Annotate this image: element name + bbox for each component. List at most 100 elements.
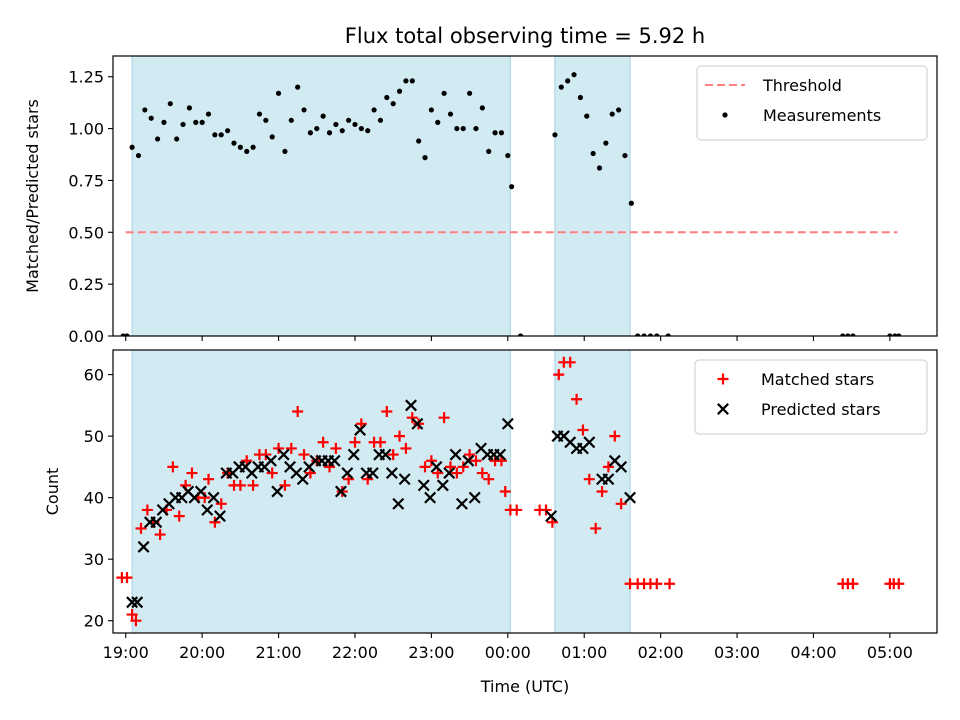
- observing-window-2: [554, 56, 631, 336]
- data-point: [154, 529, 166, 541]
- data-point: [135, 152, 142, 159]
- x-tick-label: 03:00: [714, 643, 760, 662]
- data-point: [298, 449, 310, 461]
- data-point: [126, 609, 138, 621]
- data-point: [384, 94, 390, 101]
- data-point: [494, 448, 507, 461]
- data-point: [609, 111, 615, 117]
- data-point: [129, 144, 135, 150]
- data-point: [269, 134, 275, 140]
- data-point: [540, 504, 552, 516]
- data-point: [651, 578, 663, 590]
- data-point: [509, 184, 515, 190]
- data-point: [577, 94, 584, 101]
- data-point: [301, 107, 307, 113]
- data-point: [264, 454, 277, 467]
- data-point: [295, 84, 301, 90]
- data-point: [850, 333, 856, 336]
- data-point: [180, 121, 186, 128]
- axes-frame: [112, 55, 938, 337]
- plot-area: [116, 350, 905, 633]
- x-tick-label: 21:00: [256, 643, 302, 662]
- data-point: [173, 510, 185, 522]
- x-tick-label: 04:00: [790, 643, 836, 662]
- data-point: [501, 417, 514, 430]
- data-point: [896, 333, 902, 336]
- data-point: [167, 461, 179, 473]
- y-tick-label: 1.00: [68, 120, 104, 139]
- data-point: [366, 467, 379, 480]
- chart-title: Flux total observing time = 5.92 h: [345, 24, 705, 48]
- data-point: [231, 140, 237, 146]
- data-point: [225, 128, 231, 134]
- data-point: [263, 117, 269, 123]
- data-point: [616, 107, 622, 113]
- data-point: [215, 498, 227, 510]
- data-point: [892, 333, 898, 336]
- data-point: [424, 491, 437, 504]
- data-point: [203, 473, 215, 485]
- data-point: [635, 333, 641, 336]
- x-tick-label: 19:00: [103, 643, 149, 662]
- data-point: [470, 455, 482, 467]
- data-point: [845, 333, 851, 336]
- data-point: [457, 461, 469, 473]
- plot-area: [120, 56, 902, 336]
- data-point: [326, 130, 333, 136]
- data-point: [624, 491, 637, 504]
- series-2: [126, 399, 637, 609]
- data-point: [438, 412, 450, 424]
- data-point: [148, 115, 154, 121]
- data-point: [124, 333, 130, 336]
- legend-marker: [717, 373, 729, 385]
- data-point: [483, 473, 495, 485]
- data-point: [352, 121, 358, 128]
- data-point: [583, 473, 595, 485]
- data-point: [411, 417, 424, 430]
- y-tick-label: 0.25: [68, 275, 104, 294]
- data-point: [615, 460, 628, 473]
- data-point: [120, 333, 126, 336]
- data-point: [154, 136, 161, 142]
- data-point: [602, 461, 614, 473]
- data-point: [371, 107, 377, 113]
- data-point: [131, 596, 144, 609]
- data-point: [400, 442, 412, 454]
- data-point: [237, 144, 243, 150]
- y-tick-label: 40: [84, 489, 104, 508]
- data-point: [571, 393, 583, 405]
- data-point: [454, 125, 460, 132]
- x-tick-label: 05:00: [867, 643, 913, 662]
- y-tick-label: 60: [84, 366, 104, 385]
- data-point: [365, 128, 371, 134]
- data-point: [273, 442, 285, 454]
- data-point: [374, 436, 386, 448]
- data-point: [449, 448, 462, 461]
- data-point: [499, 486, 511, 497]
- data-point: [447, 111, 454, 117]
- data-point: [377, 117, 384, 123]
- data-point: [341, 467, 354, 480]
- legend-label: Matched stars: [761, 370, 874, 389]
- data-point: [577, 424, 589, 436]
- data-point: [840, 333, 846, 336]
- observing-window-2: [554, 350, 631, 633]
- observing-window-1: [131, 350, 511, 633]
- x-tick-label: 22:00: [332, 643, 378, 662]
- data-point: [186, 467, 198, 479]
- data-point: [602, 473, 615, 486]
- data-point: [486, 148, 492, 155]
- data-point: [285, 442, 297, 454]
- x-tick-label: 01:00: [561, 643, 607, 662]
- legend-marker: [722, 112, 728, 118]
- data-point: [161, 119, 167, 125]
- y-tick-label: 50: [84, 427, 104, 446]
- data-point: [565, 78, 571, 84]
- legend-label: Predicted stars: [761, 400, 881, 419]
- data-point: [135, 522, 147, 534]
- data-point: [193, 119, 199, 125]
- data-point: [460, 125, 466, 132]
- data-point: [334, 485, 347, 498]
- data-point: [479, 105, 485, 111]
